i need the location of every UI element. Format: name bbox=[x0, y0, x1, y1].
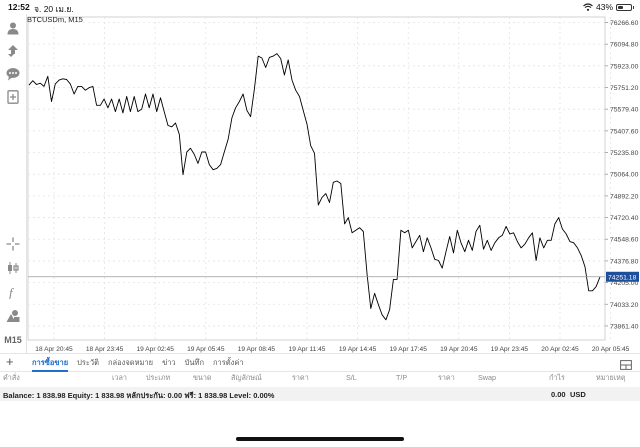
y-tick-label: 75235.80 bbox=[610, 150, 639, 157]
battery-icon bbox=[616, 3, 634, 11]
y-tick-label: 74376.80 bbox=[610, 258, 639, 265]
tab-5[interactable]: การตั้งค่า bbox=[213, 358, 244, 367]
bottom-tab-bar: + การซื้อขาย ประวัติ กล่องจดหมาย ข่าว บันทึก… bbox=[0, 353, 640, 372]
candles-icon[interactable] bbox=[5, 260, 21, 276]
chart-area[interactable]: 18 Apr 20:45 18 Apr 23:45 19 Apr 02:45 19 A… bbox=[26, 14, 640, 354]
x-tick-label: 19 Apr 17:45 bbox=[389, 346, 427, 353]
column-header-5: ราคา bbox=[292, 373, 309, 382]
column-header-0: คำสั่ง bbox=[3, 373, 20, 382]
timeframe-button[interactable]: M15 bbox=[4, 332, 22, 348]
tab-2[interactable]: กล่องจดหมาย bbox=[108, 358, 154, 367]
y-tick-label: 75407.60 bbox=[610, 128, 639, 135]
home-indicator[interactable] bbox=[236, 437, 404, 441]
y-tick-label: 74205.00 bbox=[610, 280, 639, 287]
column-header-4: สัญลักษณ์ bbox=[231, 373, 262, 382]
indicators-icon[interactable]: f bbox=[5, 284, 21, 300]
column-header-2: ประเภท bbox=[146, 373, 171, 382]
column-header-1: เวลา bbox=[112, 373, 127, 382]
column-header-11: หมายเหตุ bbox=[596, 373, 626, 382]
x-tick-label: 19 Apr 20:45 bbox=[440, 346, 478, 353]
left-toolbar: f M15 bbox=[0, 14, 27, 354]
y-tick-label: 74892.20 bbox=[610, 193, 639, 200]
x-tick-label: 19 Apr 14:45 bbox=[339, 346, 377, 353]
tab-1[interactable]: ประวัติ bbox=[77, 358, 100, 367]
tab-0[interactable]: การซื้อขาย bbox=[32, 357, 69, 372]
price-line bbox=[28, 53, 601, 321]
x-tick-label: 18 Apr 20:45 bbox=[35, 346, 73, 353]
column-header-6: S/L bbox=[346, 373, 357, 382]
balance-row: Balance: 1 838.98 Equity: 1 838.98 หลักป… bbox=[0, 387, 640, 401]
x-tick-label: 19 Apr 05:45 bbox=[187, 346, 225, 353]
column-header-7: T/P bbox=[396, 373, 408, 382]
status-bar: 12:52 จ. 20 เม.ย. 43% bbox=[0, 0, 640, 14]
current-price-label: 74251.18 bbox=[608, 274, 637, 281]
trade-icon[interactable] bbox=[5, 43, 21, 59]
y-tick-label: 75579.40 bbox=[610, 107, 639, 114]
x-tick-label: 20 Apr 05:45 bbox=[592, 346, 630, 353]
add-button[interactable]: + bbox=[6, 354, 14, 369]
x-tick-label: 18 Apr 23:45 bbox=[86, 346, 124, 353]
y-tick-label: 74548.60 bbox=[610, 237, 639, 244]
battery-percent: 43% bbox=[595, 2, 613, 12]
y-tick-label: 75064.00 bbox=[610, 172, 639, 179]
trade-table-header: คำสั่ง เวลา ประเภท ขนาด สัญลักษณ์ ราคา S/L T/P ร… bbox=[0, 373, 640, 385]
y-tick-label: 75923.00 bbox=[610, 63, 639, 70]
column-header-10: กำไร bbox=[549, 373, 565, 382]
new-order-icon[interactable] bbox=[5, 89, 21, 105]
svg-text:f: f bbox=[9, 285, 15, 299]
chart-symbol-label: BTCUSDm, M15 bbox=[27, 15, 83, 24]
tab-4[interactable]: บันทึก bbox=[184, 358, 205, 367]
timeframe-label: M15 bbox=[4, 335, 22, 345]
account-currency: USD bbox=[570, 390, 586, 399]
balance-summary: Balance: 1 838.98 Equity: 1 838.98 หลักป… bbox=[3, 391, 275, 400]
x-tick-label: 19 Apr 08:45 bbox=[238, 346, 276, 353]
column-header-8: ราคา bbox=[438, 373, 455, 382]
x-tick-label: 19 Apr 23:45 bbox=[491, 346, 529, 353]
x-tick-label: 19 Apr 11:45 bbox=[289, 346, 326, 353]
crosshair-icon[interactable] bbox=[5, 236, 21, 252]
chat-icon[interactable] bbox=[5, 66, 21, 82]
y-tick-label: 73861.40 bbox=[610, 323, 639, 330]
account-icon[interactable] bbox=[5, 20, 21, 36]
tabs: การซื้อขาย ประวัติ กล่องจดหมาย ข่าว บันทึก กา… bbox=[32, 357, 244, 372]
plot-frame bbox=[27, 16, 606, 341]
layout-icon[interactable] bbox=[620, 357, 632, 370]
tab-3[interactable]: ข่าว bbox=[162, 358, 176, 367]
y-tick-label: 74720.40 bbox=[610, 215, 639, 222]
y-tick-label: 74033.20 bbox=[610, 302, 639, 309]
current-price-tag bbox=[606, 271, 639, 282]
status-date: จ. 20 เม.ย. bbox=[34, 4, 74, 14]
x-tick-label: 19 Apr 02:45 bbox=[136, 346, 174, 353]
y-tick-label: 76094.80 bbox=[610, 42, 639, 49]
price-chart[interactable]: 18 Apr 20:45 18 Apr 23:45 19 Apr 02:45 19 A… bbox=[26, 14, 640, 354]
total-profit: 0.00 bbox=[551, 390, 566, 399]
y-tick-label: 75751.20 bbox=[610, 85, 639, 92]
column-header-9: Swap bbox=[478, 373, 496, 382]
y-tick-label: 76266.60 bbox=[610, 20, 639, 27]
status-right: 43% bbox=[583, 2, 634, 12]
wifi-icon bbox=[583, 3, 593, 11]
x-tick-label: 20 Apr 02:45 bbox=[541, 346, 579, 353]
status-time: 12:52 bbox=[8, 2, 30, 12]
objects-icon[interactable] bbox=[5, 308, 21, 324]
column-header-3: ขนาด bbox=[193, 373, 212, 382]
